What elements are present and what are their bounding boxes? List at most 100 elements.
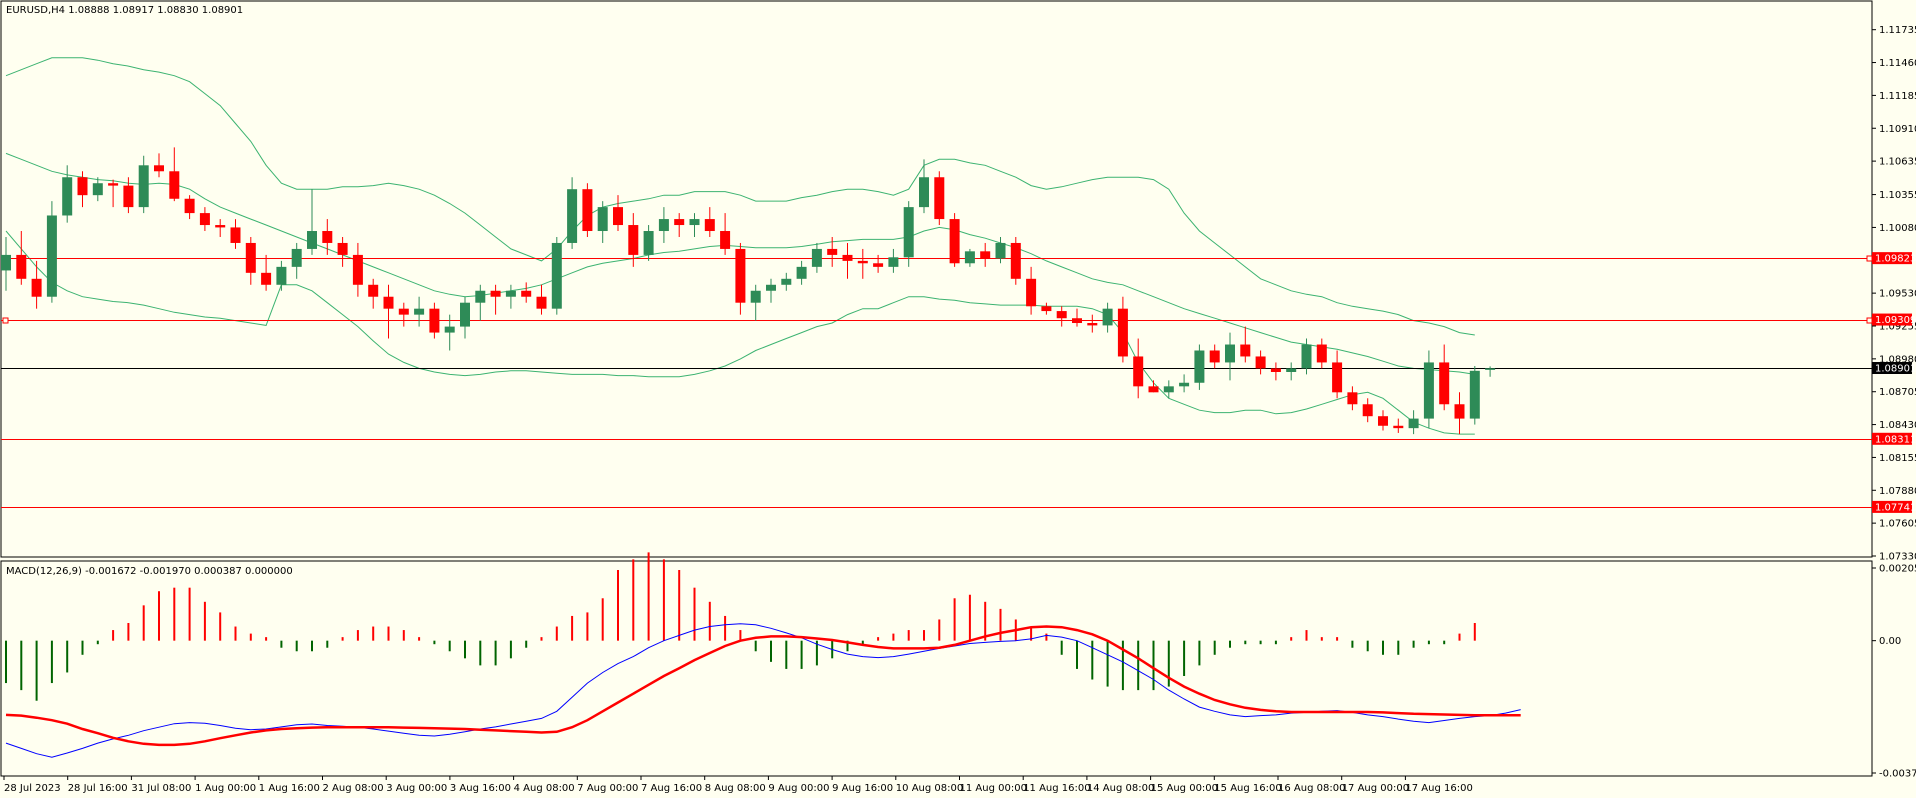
macd-panel-border (0, 560, 1873, 777)
candle-bull (62, 177, 73, 216)
candle-bull (414, 308, 425, 315)
candle-bull (1102, 308, 1113, 326)
candle-bear (1117, 308, 1128, 357)
price-tick-label: 1.08155 (1879, 453, 1916, 464)
candle-bull (1225, 344, 1235, 363)
candle-bear (1240, 344, 1251, 357)
time-tick-label: 9 Aug 16:00 (832, 783, 893, 794)
time-tick-label: 16 Aug 08:00 (1278, 783, 1345, 794)
candle-bear (429, 308, 440, 333)
candle-bear (199, 213, 210, 226)
candle-bear (1133, 356, 1144, 387)
candle-bull (658, 219, 669, 232)
level-tag-box (1872, 432, 1912, 445)
candle-bear (230, 227, 241, 243)
price-tick-label: 1.08980 (1879, 354, 1916, 365)
candle-bear (980, 251, 991, 259)
symbol-info: EURUSD,H4 1.08888 1.08917 1.08830 1.0890… (6, 5, 243, 16)
candle-bear (245, 242, 256, 273)
price-tick-label: 1.08705 (1879, 387, 1916, 398)
macd-tick-label: -0.003746 (1879, 769, 1916, 780)
candle-bull (1469, 370, 1480, 419)
time-tick-label: 1 Aug 16:00 (259, 783, 320, 794)
time-tick-label: 28 Jul 2023 (4, 783, 61, 794)
candle-bear (704, 219, 715, 232)
candle-bear (322, 231, 333, 243)
candle-bear (31, 278, 42, 297)
candle-bear (383, 296, 394, 309)
candle-bear (1026, 278, 1037, 307)
candle-bull (1, 254, 11, 271)
macd-tick-label: 0.002057 (1879, 564, 1916, 575)
bollinger-upper-line (5, 57, 1475, 336)
price-tick-label: 1.10910 (1879, 124, 1916, 135)
candles (1, 147, 1496, 435)
time-tick-label: 15 Aug 16:00 (1214, 783, 1281, 794)
candle-bear (77, 177, 88, 196)
price-panel[interactable]: EURUSD,H4 1.08888 1.08917 1.08830 1.0890… (0, 0, 1873, 558)
candle-bear (16, 254, 27, 279)
candle-bear (735, 248, 746, 303)
time-tick-label: 4 Aug 08:00 (514, 783, 575, 794)
horizontal-levels[interactable] (1, 255, 1873, 508)
candle-bull (460, 302, 470, 327)
price-tick-label: 1.09255 (1879, 322, 1916, 333)
candle-bull (444, 326, 455, 333)
time-tick-label: 8 Aug 08:00 (705, 783, 766, 794)
macd-panel[interactable]: MACD(12,26,9) -0.001672 -0.001970 0.0003… (0, 552, 1873, 777)
candle-bear (490, 290, 501, 297)
time-tick-label: 3 Aug 16:00 (450, 783, 511, 794)
macd-lines (5, 623, 1521, 758)
candle-bull (1408, 418, 1419, 429)
candle-bear (108, 183, 119, 186)
candle-bull (597, 207, 608, 232)
current-price-tag-label: 1.08901 (1875, 364, 1916, 375)
price-tick-label: 1.10635 (1879, 157, 1916, 168)
candle-bull (92, 183, 103, 196)
price-tick-label: 1.07605 (1879, 519, 1916, 530)
candle-bear (352, 254, 363, 285)
price-tick-label: 1.09530 (1879, 289, 1916, 300)
candle-bear (154, 165, 164, 172)
candle-bear (873, 263, 884, 267)
time-tick-label: 9 Aug 00:00 (768, 783, 829, 794)
price-tick-label: 1.11735 (1879, 25, 1916, 36)
time-tick-label: 14 Aug 08:00 (1087, 783, 1154, 794)
candle-bull (903, 207, 914, 258)
candle-bear (169, 171, 180, 199)
macd-signal-line (5, 625, 1521, 747)
candle-bull (689, 219, 700, 226)
price-tick-label: 1.10080 (1879, 223, 1916, 234)
time-axis: 28 Jul 2023 28 Jul 16:00 31 Jul 08:00 1 Aug… (3, 776, 1473, 794)
candle-bull (291, 248, 302, 267)
time-tick-label: 11 Aug 00:00 (960, 783, 1027, 794)
candle-bear (398, 308, 409, 315)
level-handle-right-1 (1866, 255, 1873, 262)
candle-bull (781, 278, 792, 285)
time-tick-label: 31 Jul 08:00 (131, 783, 191, 794)
level-tag-label: 1.08311 (1875, 434, 1916, 445)
candle-bull (505, 290, 516, 297)
candle-bull (307, 231, 317, 249)
candle-bull (1423, 362, 1434, 419)
time-tick-label: 2 Aug 08:00 (323, 783, 384, 794)
bollinger-lower-line (5, 230, 1475, 435)
time-tick-label: 10 Aug 08:00 (896, 783, 963, 794)
price-tick-label: 1.10355 (1879, 190, 1916, 201)
candle-bear (1332, 362, 1343, 393)
candle-bull (46, 215, 57, 297)
candle-bull (995, 242, 1006, 259)
candle-bear (1362, 404, 1373, 417)
candle-bear (1316, 344, 1327, 363)
macd-axis: 0.002057 0.00 -0.003746 (1872, 564, 1916, 780)
macd-info: MACD(12,26,9) -0.001672 -0.001970 0.0003… (6, 566, 293, 577)
time-tick-label: 7 Aug 00:00 (577, 783, 638, 794)
candle-bear (1072, 318, 1082, 324)
candle-bull (551, 242, 562, 309)
time-tick-label: 1 Aug 00:00 (195, 783, 256, 794)
candle-bear (1439, 362, 1450, 405)
candle-bull (919, 177, 929, 208)
